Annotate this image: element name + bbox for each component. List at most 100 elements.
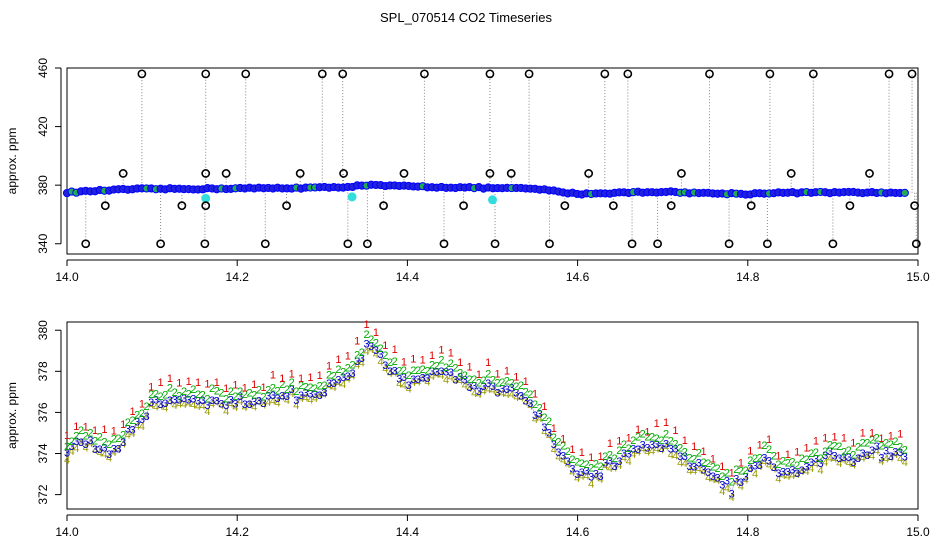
series-2-label: 2: [888, 439, 894, 451]
series-2-label: 2: [518, 380, 524, 392]
series-4-label: 4: [293, 400, 299, 412]
series-4-label: 4: [429, 371, 435, 383]
series-4-label: 4: [73, 443, 79, 455]
series-1-label: 1: [495, 369, 501, 381]
x-tick-label: 15.0: [906, 525, 930, 539]
series-3-label: 3: [359, 353, 365, 365]
series-3-label: 3: [607, 456, 613, 468]
series-4-label: 4: [672, 451, 678, 463]
series-4-label: 4: [883, 454, 889, 466]
series-4-label: 4: [214, 396, 220, 408]
series-3-label: 3: [120, 437, 126, 449]
x-tick-label: 14.2: [226, 270, 250, 284]
series-1-label: 1: [654, 418, 660, 430]
series-2-label: 2: [186, 389, 192, 401]
series-4-label: 4: [111, 447, 117, 459]
series-3-label: 3: [378, 349, 384, 361]
series-1-label: 1: [64, 430, 70, 442]
series-1-label: 1: [92, 425, 98, 437]
series-4-label: 4: [490, 385, 496, 397]
series-1-label: 1: [663, 417, 669, 429]
series-4-label: 4: [803, 466, 809, 478]
series-4-label: 4: [172, 400, 178, 412]
series-4-label: 4: [209, 399, 215, 411]
series-4-label: 4: [115, 444, 121, 456]
series-4-label: 4: [303, 392, 309, 404]
series-4-label: 4: [261, 399, 267, 411]
series-1-label: 1: [345, 351, 351, 363]
series-3-label: 3: [97, 444, 103, 456]
series-4-label: 4: [471, 388, 477, 400]
flagged-point: [911, 239, 921, 249]
series-2-label: 2: [162, 389, 168, 401]
baseline-point: [900, 188, 909, 198]
series-4-label: 4: [635, 446, 641, 458]
series-2-label: 2: [743, 465, 749, 477]
series-3-label: 3: [64, 448, 70, 460]
series-4-label: 4: [284, 395, 290, 407]
series-2-label: 2: [527, 389, 533, 401]
series-4-label: 4: [256, 397, 262, 409]
series-2-label: 2: [546, 416, 552, 428]
flagged-point: [884, 69, 894, 79]
series-3-label: 3: [265, 390, 271, 402]
series-1-label: 1: [813, 436, 819, 448]
series-3-label: 3: [630, 443, 636, 455]
series-4-label: 4: [761, 456, 767, 468]
series-2-label: 2: [588, 462, 594, 474]
flagged-point: [910, 201, 919, 211]
series-3-label: 3: [387, 366, 393, 378]
series-3-label: 3: [83, 439, 89, 451]
plot-frame: [66, 67, 919, 255]
series-2-label: 2: [593, 458, 599, 470]
series-4-label: 4: [574, 473, 580, 485]
series-2-label: 2: [73, 430, 79, 442]
series-2-label: 2: [612, 453, 618, 465]
flagged-point: [600, 69, 610, 79]
series-4-label: 4: [738, 481, 744, 493]
series-2-label: 2: [569, 454, 575, 466]
series-2-label: 2: [766, 444, 772, 456]
series-2-label: 2: [785, 458, 791, 470]
series-2-label: 2: [846, 445, 852, 457]
series-1-label: 1: [214, 377, 220, 389]
series-4-label: 4: [434, 369, 440, 381]
series-4-label: 4: [780, 470, 786, 482]
series-3-label: 3: [335, 374, 341, 386]
series-3-label: 3: [298, 390, 304, 402]
series-2-label: 2: [560, 440, 566, 452]
series-1-label: 1: [888, 430, 894, 442]
series-2-label: 2: [583, 459, 589, 471]
series-4-label: 4: [218, 400, 224, 412]
series-4-label: 4: [87, 438, 93, 450]
series-4-label: 4: [438, 370, 444, 382]
series-1-label: 1: [120, 419, 126, 431]
flagged-point: [137, 69, 147, 79]
series-3-label: 3: [125, 424, 131, 436]
series-2-label: 2: [78, 425, 84, 437]
series-2-label: 2: [808, 448, 814, 460]
series-2-label: 2: [378, 343, 384, 355]
series-1-label: 1: [860, 427, 866, 439]
series-2-label: 2: [181, 386, 187, 398]
series-4-label: 4: [466, 383, 472, 395]
series-4-label: 4: [153, 402, 159, 414]
series-1-label: 1: [841, 433, 847, 445]
series-3-label: 3: [691, 462, 697, 474]
series-3-label: 3: [466, 382, 472, 394]
series-4-label: 4: [204, 406, 210, 418]
series-2-label: 2: [420, 364, 426, 376]
flagged-point: [221, 169, 231, 178]
series-4-label: 4: [359, 358, 365, 370]
series-2-label: 2: [672, 438, 678, 450]
series-2-label: 2: [579, 458, 585, 470]
series-3-label: 3: [747, 463, 753, 475]
series-4-label: 4: [579, 471, 585, 483]
series-2-label: 2: [607, 449, 613, 461]
series-2-label: 2: [541, 412, 547, 424]
series-4-label: 4: [176, 399, 182, 411]
series-4-label: 4: [555, 452, 561, 464]
flagged-point: [506, 169, 516, 178]
series-4-label: 4: [817, 465, 823, 477]
flagged-point: [865, 169, 874, 178]
